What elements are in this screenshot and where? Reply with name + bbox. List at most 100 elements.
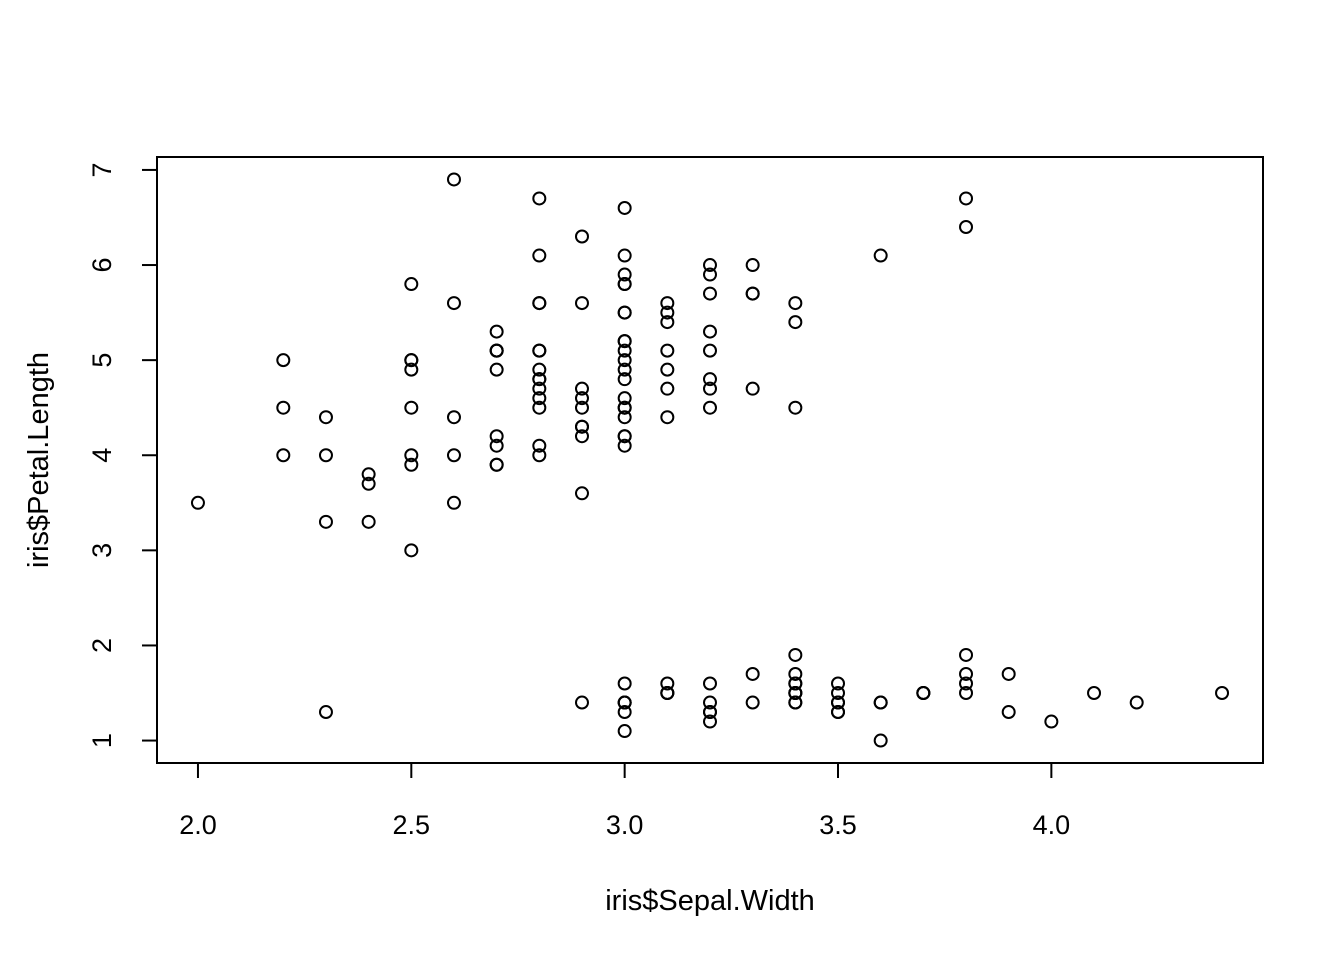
data-point <box>703 400 717 415</box>
data-point <box>190 495 205 510</box>
data-point <box>489 362 504 377</box>
data-point <box>703 343 717 358</box>
data-point <box>617 362 632 377</box>
data-point <box>745 258 760 273</box>
data-point <box>959 666 974 681</box>
data-points <box>190 172 1230 748</box>
data-point <box>831 705 846 720</box>
data-point <box>574 296 589 311</box>
x-axis-label: iris$Sepal.Width <box>605 885 815 917</box>
data-point <box>745 666 760 681</box>
data-point <box>660 305 675 320</box>
data-point <box>660 686 675 701</box>
data-point <box>532 362 547 377</box>
data-point <box>788 296 803 311</box>
y-tick-label: 1 <box>87 733 117 748</box>
data-point <box>446 448 461 463</box>
data-point <box>1001 666 1016 681</box>
data-point <box>617 695 632 710</box>
data-point <box>703 676 717 691</box>
data-point <box>617 705 632 720</box>
data-point <box>617 334 632 349</box>
data-point <box>489 324 504 339</box>
data-point <box>959 191 974 206</box>
data-point <box>660 296 675 311</box>
y-tick-label: 2 <box>87 638 117 653</box>
data-point <box>660 676 675 691</box>
data-point <box>745 695 760 710</box>
data-point <box>276 448 291 463</box>
data-point <box>703 286 717 301</box>
data-point <box>489 457 504 472</box>
x-tick-label: 4.0 <box>1033 810 1071 840</box>
data-point <box>318 410 333 425</box>
data-point <box>574 400 589 415</box>
data-point <box>745 286 760 301</box>
data-point <box>703 695 717 710</box>
data-point <box>404 457 419 472</box>
data-point <box>404 543 419 558</box>
data-point <box>788 400 803 415</box>
x-tick-label: 2.0 <box>179 810 217 840</box>
data-point <box>361 476 376 491</box>
data-point <box>361 514 376 529</box>
data-point <box>532 448 547 463</box>
data-point <box>532 438 547 453</box>
y-axis-label: iris$Petal.Length <box>23 352 55 568</box>
data-point <box>574 429 589 444</box>
data-point <box>831 686 846 701</box>
data-point <box>959 676 974 691</box>
x-tick-label: 3.0 <box>606 810 644 840</box>
data-point <box>1129 695 1144 710</box>
y-tick-label: 4 <box>87 448 117 463</box>
data-point <box>532 372 547 387</box>
data-point <box>489 343 504 358</box>
data-point <box>703 324 717 339</box>
data-point <box>703 258 717 273</box>
data-point <box>617 200 632 215</box>
data-point <box>489 438 504 453</box>
y-tick-label: 7 <box>87 162 117 177</box>
data-point <box>617 391 632 406</box>
data-point <box>703 705 717 720</box>
x-axis: 2.0 2.5 3.0 3.5 4.0 <box>179 762 1071 840</box>
data-point <box>873 248 888 263</box>
data-point <box>873 733 888 748</box>
data-point <box>617 248 632 263</box>
data-point <box>617 343 632 358</box>
data-point <box>617 400 632 415</box>
data-point <box>703 267 717 282</box>
data-point <box>703 381 717 396</box>
data-point <box>446 172 461 187</box>
data-point <box>1044 714 1059 729</box>
data-point <box>660 381 675 396</box>
data-point <box>404 362 419 377</box>
data-point <box>318 705 333 720</box>
data-point <box>916 686 931 701</box>
data-point <box>404 400 419 415</box>
data-point <box>617 676 632 691</box>
data-point <box>574 695 589 710</box>
y-tick-label: 3 <box>87 543 117 558</box>
data-point <box>617 724 632 739</box>
data-point <box>617 353 632 368</box>
data-point <box>574 486 589 501</box>
data-point <box>1087 686 1102 701</box>
data-point <box>446 410 461 425</box>
data-point <box>660 343 675 358</box>
data-point <box>318 514 333 529</box>
data-point <box>617 372 632 387</box>
data-point <box>532 343 547 358</box>
data-point <box>831 676 846 691</box>
data-point <box>959 647 974 662</box>
data-point <box>1001 705 1016 720</box>
data-point <box>276 400 291 415</box>
data-point <box>660 362 675 377</box>
data-point <box>617 277 632 292</box>
data-point <box>617 410 632 425</box>
data-point <box>574 381 589 396</box>
data-point <box>532 248 547 263</box>
data-point <box>873 695 888 710</box>
data-point <box>404 448 419 463</box>
